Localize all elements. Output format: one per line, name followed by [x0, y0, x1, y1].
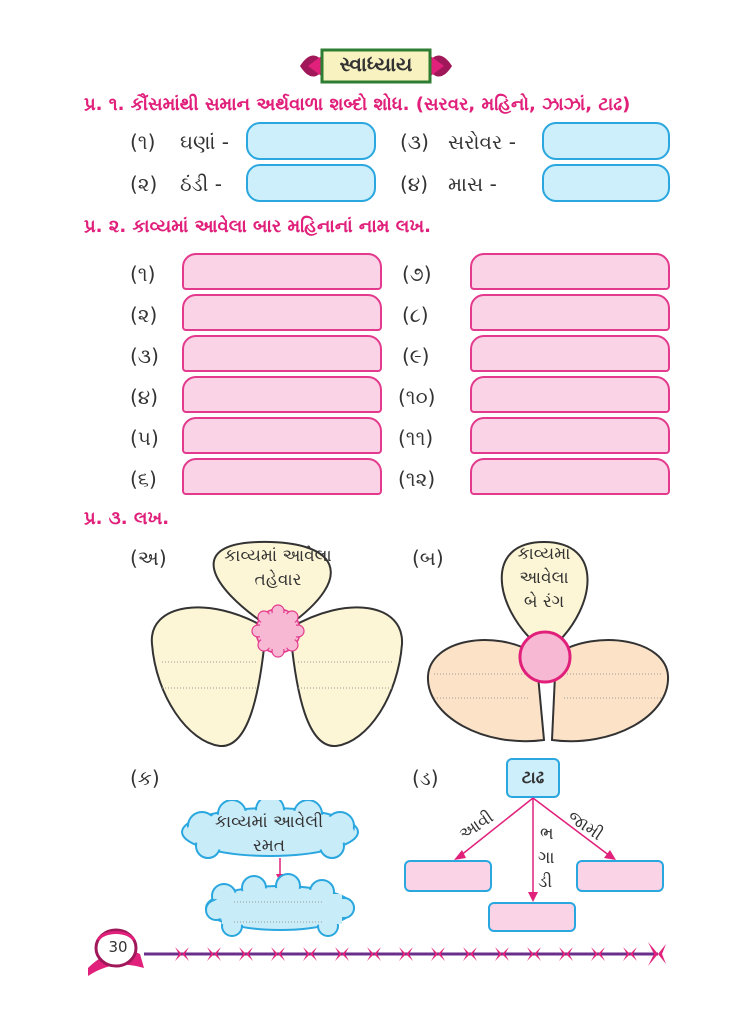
- q2-month-8-box[interactable]: [470, 294, 670, 331]
- word-tree-arrows: [454, 797, 616, 902]
- page-title: સ્વાધ્યાય: [339, 52, 413, 76]
- q1-item-1-number: (૧): [130, 130, 156, 154]
- q2-month-7-number: (૭): [402, 262, 432, 286]
- question-3-title: પ્ર. ૩. લખ.: [84, 508, 170, 529]
- game-label-line1: કાવ્યમાં આવેલી: [214, 812, 324, 832]
- q2-month-11-number: (૧૧): [398, 426, 434, 450]
- question-1-title: પ્ર. ૧. કૌંસમાંથી સમાન અર્થવાળા શબ્દો શો…: [84, 94, 631, 115]
- q2-month-9-number: (૯): [402, 344, 430, 368]
- q1-item-4-number: (૪): [400, 172, 429, 196]
- tree-root-box: [506, 758, 560, 798]
- q1-answer-box-4[interactable]: [542, 164, 670, 202]
- festival-flower-center: [251, 604, 305, 658]
- q2-month-2-box[interactable]: [182, 294, 382, 331]
- page-number: 30: [108, 938, 128, 956]
- q3-b-label: (બ): [412, 546, 444, 570]
- footer-border: [88, 928, 666, 976]
- q2-month-6-number: (૬): [130, 467, 157, 491]
- page-number-ornament: [88, 928, 144, 976]
- q2-month-10-number: (૧૦): [398, 385, 436, 409]
- header-banner: [300, 48, 452, 84]
- colors-label-line2: આવેલા: [519, 568, 569, 588]
- tree-mid-word-2: ગા: [538, 848, 555, 868]
- q2-month-3-box[interactable]: [182, 335, 382, 372]
- q3-d-label: (ડ): [412, 766, 439, 790]
- q3-c-label: (ક): [130, 766, 160, 790]
- q1-item-3-number: (૩): [400, 130, 429, 154]
- q2-month-2-number: (૨): [130, 303, 158, 327]
- colors-left-petal[interactable]: [426, 639, 546, 743]
- tree-right-answer-box[interactable]: [576, 860, 664, 892]
- festival-left-petal[interactable]: [150, 606, 268, 748]
- festival-label-line1: કાવ્યમાં આવેલા: [224, 546, 332, 566]
- tree-mid-word-3: ડી: [538, 872, 553, 892]
- q2-month-11-box[interactable]: [470, 417, 670, 454]
- q2-month-4-number: (૪): [130, 385, 159, 409]
- festival-top-petal: [212, 540, 332, 627]
- q1-answer-box-1[interactable]: [246, 122, 376, 160]
- q1-item-3-label: સરોવર -: [448, 130, 516, 154]
- game-title-cloud: [181, 800, 359, 859]
- question-2-title: પ્ર. ૨. કાવ્યમાં આવેલા બાર મહિનાનાં નામ …: [84, 216, 431, 237]
- game-cloud-diagram: [181, 800, 359, 937]
- q2-month-5-box[interactable]: [182, 417, 382, 454]
- festival-label-line2: તહેવાર: [254, 570, 302, 590]
- q1-answer-box-3[interactable]: [542, 122, 670, 160]
- q2-month-7-box[interactable]: [470, 253, 670, 290]
- game-answer-cloud[interactable]: [205, 873, 355, 937]
- q2-month-3-number: (૩): [130, 344, 159, 368]
- q2-month-12-number: (૧૨): [398, 467, 436, 491]
- q2-month-12-box[interactable]: [470, 458, 670, 495]
- tree-mid-word-1: ભ: [540, 824, 554, 844]
- festival-right-petal[interactable]: [288, 606, 404, 748]
- colors-top-petal: [500, 540, 589, 645]
- q2-month-1-number: (૧): [130, 262, 156, 286]
- q1-item-2-label: ઠંડી -: [180, 172, 222, 196]
- tree-root-word: ટાઢ: [521, 768, 545, 788]
- q2-month-4-box[interactable]: [182, 376, 382, 413]
- q2-month-1-box[interactable]: [182, 253, 382, 290]
- q2-month-10-box[interactable]: [470, 376, 670, 413]
- q3-a-label: (અ): [130, 546, 167, 570]
- q2-month-5-number: (૫): [130, 426, 159, 450]
- game-label-line2: રમત: [252, 836, 286, 856]
- festival-flower-diagram: [150, 540, 404, 748]
- tree-left-answer-box[interactable]: [404, 860, 492, 892]
- tree-bottom-answer-box[interactable]: [488, 902, 576, 932]
- colors-label-line3: બે રંગ: [523, 592, 565, 612]
- q1-item-1-label: ઘણાં -: [180, 130, 229, 154]
- q2-month-9-box[interactable]: [470, 335, 670, 372]
- colors-flower-diagram: [426, 540, 670, 743]
- q1-item-4-label: માસ -: [448, 172, 497, 196]
- q2-month-8-number: (૮): [402, 303, 429, 327]
- colors-right-petal[interactable]: [550, 639, 670, 743]
- q1-answer-box-2[interactable]: [246, 164, 376, 202]
- colors-label-line1: કાવ્યમાં: [517, 544, 571, 564]
- q1-item-2-number: (૨): [130, 172, 158, 196]
- colors-flower-center: [518, 630, 572, 684]
- q2-month-6-box[interactable]: [182, 458, 382, 495]
